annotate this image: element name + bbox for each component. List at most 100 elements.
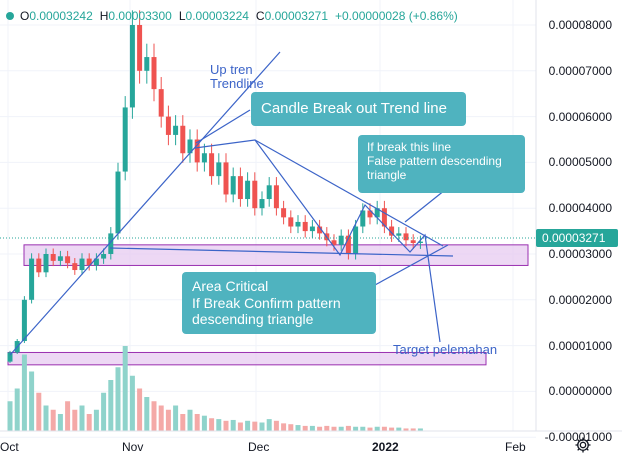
candle-body: [223, 162, 229, 195]
candle-body: [86, 258, 92, 266]
candle-body: [302, 221, 308, 232]
volume-bar: [43, 405, 49, 431]
time-tick-label: Dec: [248, 440, 270, 454]
volume-bar: [281, 423, 287, 431]
volume-bar: [201, 415, 207, 431]
false-pattern-callout[interactable]: If break this line False pattern descend…: [358, 135, 525, 193]
candle-body: [245, 180, 251, 200]
candle-body: [338, 235, 344, 245]
candle-body: [165, 116, 171, 135]
candle-body: [180, 125, 186, 154]
candle-body: [21, 299, 27, 342]
change-value: +0.00000028 (+0.86%): [335, 9, 458, 23]
volume-bar: [252, 421, 258, 431]
volume-bar: [216, 419, 222, 431]
volume-bar: [50, 409, 56, 431]
volume-bar: [86, 414, 92, 431]
volume-bar: [72, 409, 78, 431]
price-tick-label: -0.00001000: [544, 430, 612, 445]
candle-body: [331, 240, 337, 245]
volume-bar: [410, 428, 416, 431]
volume-bar: [237, 422, 243, 431]
candlesticks: [7, 10, 423, 363]
volume-bar: [309, 425, 315, 431]
candle-body: [144, 57, 150, 71]
volume-bar: [108, 380, 114, 431]
candle-body: [65, 256, 71, 264]
volume-bar: [381, 426, 387, 431]
volume-bar: [14, 388, 20, 431]
zone-critical: [23, 244, 529, 266]
price-tick-label: 0.00006000: [548, 109, 612, 124]
time-tick-label: Feb: [505, 440, 526, 454]
volume-bar: [338, 426, 344, 431]
candle-body: [273, 185, 279, 209]
candle-body: [36, 258, 42, 273]
time-tick-label: 2022: [372, 440, 399, 454]
volume-bar: [151, 401, 157, 431]
volume-bar: [396, 427, 402, 431]
candle-body: [57, 256, 63, 261]
volume-bar: [331, 426, 337, 431]
volume-bar: [273, 420, 279, 431]
volume-bar: [180, 414, 186, 431]
close-value: 0.00003271: [264, 9, 328, 23]
volume-bars: [7, 346, 423, 431]
breakout-pointer: [195, 109, 251, 144]
price-tick-label: 0.00004000: [548, 201, 612, 216]
volume-bar: [7, 401, 13, 431]
volume-bar: [403, 428, 409, 431]
volume-bar: [389, 427, 395, 431]
volume-bar: [417, 428, 423, 431]
volume-bar: [187, 409, 193, 431]
volume-bar: [36, 392, 42, 431]
volume-bar: [209, 418, 215, 431]
time-tick-label: Nov: [122, 440, 144, 454]
volume-bar: [21, 354, 27, 431]
volume-bar: [144, 397, 150, 431]
volume-bar: [302, 425, 308, 431]
candle-body: [72, 263, 78, 271]
price-tick-label: 0.00008000: [548, 18, 612, 32]
candle-body: [7, 352, 13, 362]
candle-body: [79, 258, 85, 271]
candle-body: [93, 258, 99, 266]
gear-icon[interactable]: [573, 435, 593, 455]
volume-bar: [360, 426, 366, 431]
candle-body: [353, 226, 359, 254]
low-value: 0.00003224: [185, 9, 249, 23]
candle-body: [381, 208, 387, 227]
ohlc-legend: O0.00003242 H0.00003300 L0.00003224 C0.0000…: [6, 9, 458, 23]
volume-bar: [165, 409, 171, 431]
candle-body: [295, 221, 301, 227]
candle-body: [194, 139, 200, 163]
breakout-callout[interactable]: Candle Break out Trend line: [251, 92, 466, 126]
area-critical-callout[interactable]: Area Critical If Break Confirm pattern d…: [182, 272, 376, 334]
candle-body: [43, 254, 49, 273]
candle-body: [309, 226, 315, 232]
volume-bar: [137, 388, 143, 431]
candle-body: [360, 210, 366, 227]
candle-body: [230, 176, 236, 195]
volume-bar: [317, 426, 323, 431]
candle-body: [317, 226, 323, 234]
candle-body: [173, 125, 179, 135]
candle-body: [403, 233, 409, 241]
target-label[interactable]: Target pelemahan: [393, 342, 498, 357]
candle-body: [108, 233, 114, 254]
high-label: H: [99, 9, 109, 23]
last-price-badge: 0.00003271: [536, 229, 618, 247]
candle-body: [151, 57, 157, 90]
uptrend-line: [9, 51, 281, 356]
volume-bar: [223, 420, 229, 431]
candle-body: [259, 199, 265, 209]
uptrend-label[interactable]: Up tren Trendline: [210, 62, 264, 91]
volume-bar: [245, 420, 251, 431]
volume-bar: [288, 424, 294, 431]
close-label: C: [255, 9, 265, 23]
descending-resistance-line: [254, 139, 444, 247]
price-tick-label: 0.00005000: [548, 155, 612, 170]
price-tick-label: 0.00000000: [548, 384, 612, 399]
volume-bar: [374, 426, 380, 431]
